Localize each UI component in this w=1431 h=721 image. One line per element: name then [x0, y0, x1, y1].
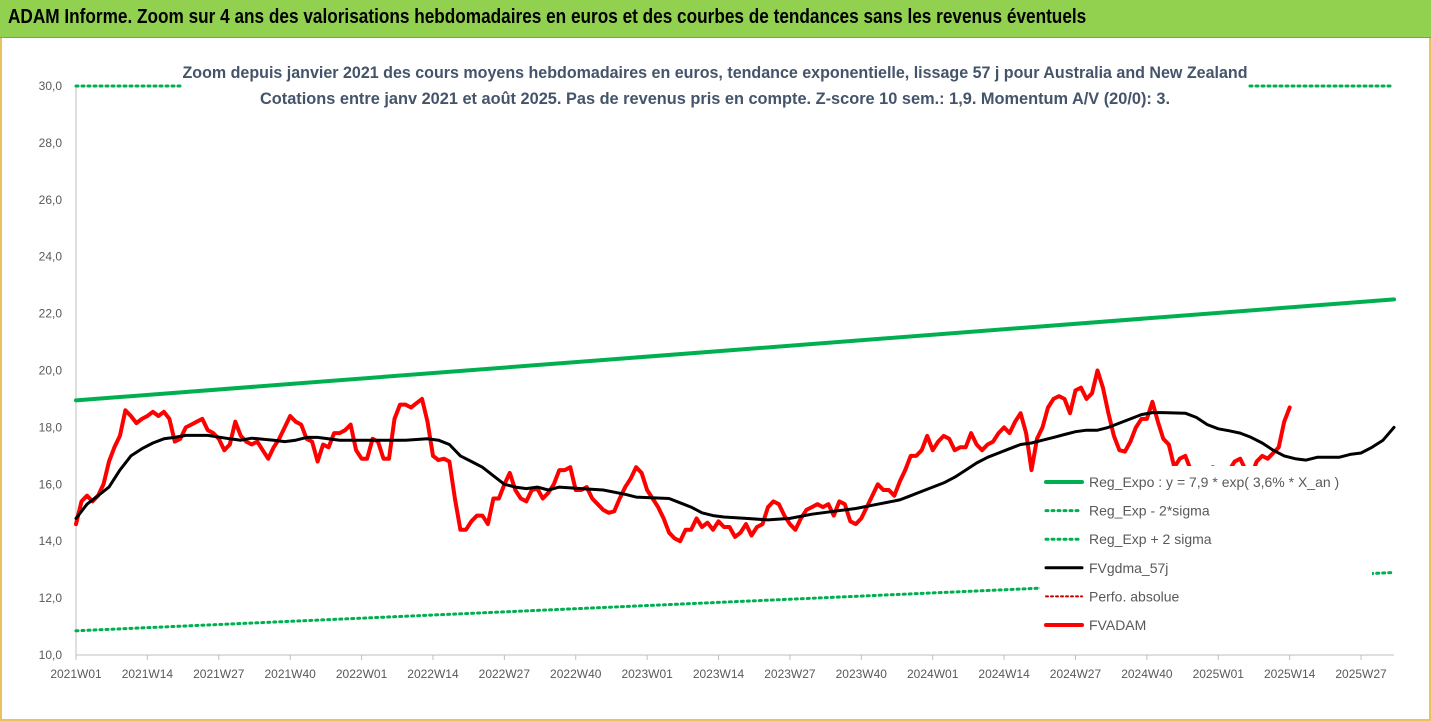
x-tick-label: 2024W14	[978, 667, 1030, 681]
x-tick-label: 2024W01	[907, 667, 959, 681]
x-tick-label: 2021W40	[264, 667, 316, 681]
x-tick-label: 2023W27	[764, 667, 816, 681]
y-tick-label: 18,0	[39, 420, 63, 434]
y-tick-label: 22,0	[39, 307, 63, 321]
x-tick-label: 2023W14	[693, 667, 745, 681]
x-tick-label: 2022W14	[407, 667, 459, 681]
legend-label: FVADAM	[1089, 617, 1146, 633]
y-tick-label: 26,0	[39, 193, 63, 207]
y-axis: 10,0 12,0 14,0 16,0 18,0 20,0 22,0 24,0 26,0 28,0…	[39, 79, 77, 662]
legend-label: Reg_Exp + 2 sigma	[1089, 531, 1212, 547]
x-tick-label: 2022W40	[550, 667, 602, 681]
legend-label: FVgdma_57j	[1089, 560, 1168, 576]
x-tick-label: 2021W01	[50, 667, 102, 681]
chart-frame: Zoom depuis janvier 2021 des cours moyen…	[0, 38, 1431, 721]
y-tick-label: 28,0	[39, 136, 63, 150]
legend-label: Perfo. absolue	[1089, 588, 1179, 604]
x-tick-label: 2021W27	[193, 667, 245, 681]
y-tick-label: 30,0	[39, 79, 63, 93]
x-tick-label: 2023W40	[836, 667, 888, 681]
x-tick-label: 2023W01	[621, 667, 673, 681]
chart-subtitle: Cotations entre janv 2021 et août 2025. …	[260, 89, 1170, 108]
legend-label: Reg_Exp - 2*sigma	[1089, 503, 1210, 519]
x-axis: 2021W01 2021W14 2021W27 2021W40 2022W01 2022W…	[50, 654, 1394, 681]
legend-label: Reg_Expo : y = 7,9 * exp( 3,6% * X_an )	[1089, 474, 1339, 490]
x-tick-label: 2021W14	[122, 667, 174, 681]
fvgdma-57j-line	[74, 411, 1396, 522]
y-tick-label: 10,0	[39, 648, 63, 662]
x-tick-label: 2022W01	[336, 667, 388, 681]
page-title: ADAM Informe. Zoom sur 4 ans des valoris…	[8, 6, 1087, 28]
chart-title: Zoom depuis janvier 2021 des cours moyen…	[183, 63, 1248, 82]
x-tick-label: 2025W27	[1335, 667, 1387, 681]
y-tick-label: 16,0	[39, 477, 63, 491]
y-tick-label: 24,0	[39, 250, 63, 264]
reg-expo-line	[74, 297, 1396, 403]
legend-background	[1040, 466, 1372, 644]
y-tick-label: 20,0	[39, 364, 63, 378]
x-tick-label: 2025W01	[1193, 667, 1245, 681]
x-tick-label: 2025W14	[1264, 667, 1316, 681]
y-tick-label: 12,0	[39, 591, 63, 605]
y-tick-label: 14,0	[39, 534, 63, 548]
x-tick-label: 2024W27	[1050, 667, 1102, 681]
page-title-bar: ADAM Informe. Zoom sur 4 ans des valoris…	[0, 0, 1431, 38]
x-tick-label: 2024W40	[1121, 667, 1173, 681]
legend: Reg_Expo : y = 7,9 * exp( 3,6% * X_an ) R…	[1044, 474, 1339, 633]
chart: Zoom depuis janvier 2021 des cours moyen…	[39, 63, 1396, 681]
x-tick-label: 2022W27	[479, 667, 531, 681]
